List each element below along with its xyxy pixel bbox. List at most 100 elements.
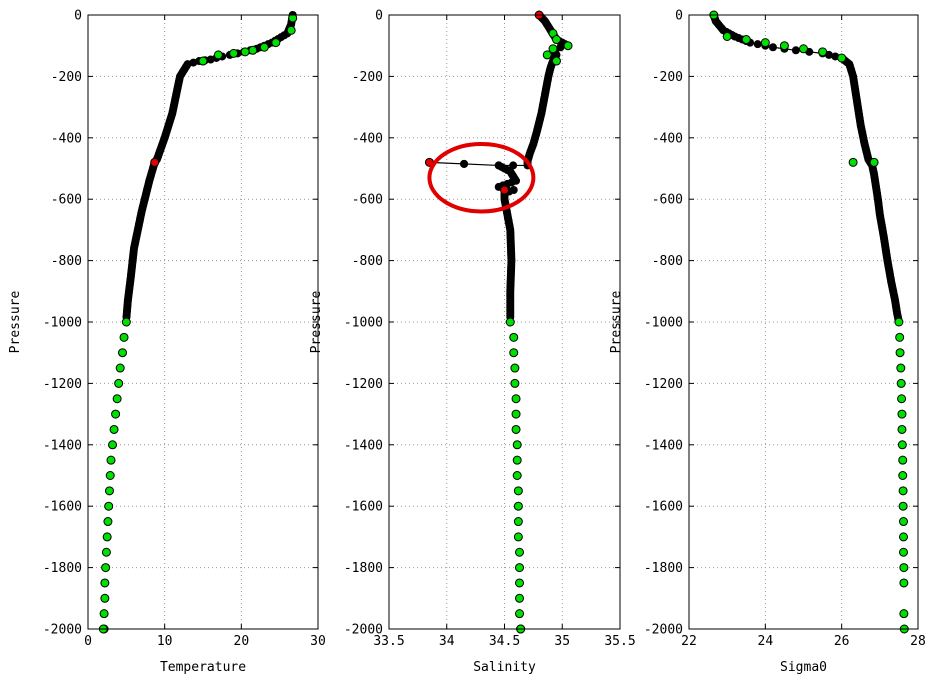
salinity-profile-point	[556, 43, 565, 52]
salinity-x-tick-label: 34.5	[489, 634, 520, 649]
sigma0-good-flag-point	[779, 41, 789, 51]
salinity-good-flag-point	[515, 547, 525, 557]
temperature-good-flag-point	[115, 363, 125, 373]
sigma0-good-flag-point	[869, 157, 879, 167]
temperature-good-flag-point	[286, 25, 296, 35]
sigma0-x-tick-label: 26	[834, 634, 850, 649]
temperature-good-flag-point	[101, 547, 111, 557]
sigma0-good-flag-point	[799, 44, 808, 54]
sigma0-y-axis-label: Pressure	[609, 291, 624, 354]
temperature-good-flag-point	[114, 378, 124, 388]
salinity-good-flag-point	[505, 317, 515, 327]
temperature-good-flag-point	[104, 501, 114, 511]
salinity-good-flag-point	[551, 56, 561, 66]
sigma0-good-flag-point	[898, 547, 908, 557]
temperature-y-tick-label: -1400	[43, 438, 82, 453]
sigma0-good-flag-point	[818, 47, 828, 57]
salinity-good-flag-point	[510, 363, 520, 373]
salinity-series	[424, 10, 573, 634]
salinity-profile-point	[509, 161, 518, 170]
salinity-y-tick-label: -800	[352, 254, 383, 269]
temperature-good-flag-point	[102, 532, 112, 542]
sigma0-good-flag-point	[897, 440, 907, 450]
salinity-good-flag-point	[509, 348, 519, 358]
temperature-good-flag-point	[248, 45, 258, 55]
salinity-panel: 33.5 34 34.5 35 35.5 0 -200 -400 -600 -800 -1000 -1…	[309, 9, 636, 676]
temperature-ticks: 0 10 20 30 0 -200 -400 -600 -800 -1000 -1200 -1400 -…	[43, 9, 326, 650]
sigma0-y-tick-label: -400	[652, 131, 683, 146]
salinity-good-flag-point	[563, 41, 573, 51]
sigma0-good-flag-point	[895, 332, 905, 342]
sigma0-good-flag-point	[896, 378, 906, 388]
sigma0-y-tick-label: 0	[675, 9, 683, 24]
temperature-y-tick-label: 0	[74, 9, 82, 24]
temperature-x-axis-label: Temperature	[160, 660, 246, 675]
sigma0-ticks: 22 24 26 28 0 -200 -400 -600 -800 -1000 -1200 -1400…	[644, 9, 926, 650]
temperature-good-flag-point	[288, 13, 298, 23]
sigma0-good-flag-point	[848, 157, 858, 167]
temperature-y-tick-label: -200	[51, 70, 82, 85]
salinity-good-flag-point	[542, 50, 552, 60]
salinity-good-flag-point	[509, 332, 519, 342]
salinity-good-flag-point	[548, 44, 558, 54]
salinity-good-flag-point	[515, 593, 525, 603]
salinity-good-flag-point	[512, 440, 522, 450]
salinity-good-flag-point	[515, 578, 525, 588]
temperature-y-tick-label: -800	[51, 254, 82, 269]
salinity-anomaly-highlight-ellipse	[427, 141, 536, 214]
sigma0-y-tick-label: -1800	[644, 561, 683, 576]
sigma0-y-tick-label: -1000	[644, 316, 683, 331]
salinity-good-flag-point	[515, 609, 525, 619]
sigma0-good-flag-point	[898, 501, 908, 511]
salinity-good-flag-point	[511, 409, 521, 419]
temperature-y-tick-label: -2000	[43, 623, 82, 638]
sigma0-y-tick-label: -800	[652, 254, 683, 269]
salinity-good-flag-point	[551, 35, 561, 45]
sigma0-good-flag-point	[760, 38, 770, 48]
temperature-y-tick-label: -1200	[43, 377, 82, 392]
salinity-good-flag-point	[513, 517, 523, 527]
salinity-good-flag-point	[513, 501, 523, 511]
temperature-panel: 0 10 20 30 0 -200 -400 -600 -800 -1000 -1200 -1400 -…	[8, 9, 326, 676]
temperature-y-tick-label: -1000	[43, 316, 82, 331]
temperature-series	[98, 11, 298, 634]
temperature-good-flag-point	[99, 609, 109, 619]
salinity-ticks: 33.5 34 34.5 35 35.5 0 -200 -400 -600 -800 -1000 -1…	[344, 9, 636, 650]
salinity-y-axis-label: Pressure	[309, 291, 324, 354]
temperature-good-flag-point	[121, 317, 131, 327]
temperature-good-flag-point	[213, 50, 223, 60]
sigma0-panel: 22 24 26 28 0 -200 -400 -600 -800 -1000 -1200 -1400…	[609, 9, 926, 676]
sigma0-y-tick-label: -1400	[644, 438, 683, 453]
temperature-y-tick-label: -600	[51, 193, 82, 208]
sigma0-good-flag-point	[898, 471, 908, 480]
salinity-y-tick-label: -1600	[344, 500, 383, 515]
sigma0-y-tick-label: -1600	[644, 500, 683, 515]
salinity-x-tick-label: 34	[439, 634, 455, 649]
sigma0-profile-point	[753, 40, 762, 49]
sigma0-profile-point	[768, 43, 777, 52]
salinity-x-tick-label: 35	[554, 634, 570, 649]
sigma0-good-flag-point	[741, 35, 751, 45]
temperature-x-tick-label: 0	[84, 634, 92, 649]
temperature-good-flag-point	[104, 486, 114, 496]
sigma0-series	[709, 10, 909, 634]
sigma0-good-flag-point	[896, 363, 906, 373]
salinity-y-tick-label: -200	[352, 70, 383, 85]
salinity-x-tick-label: 33.5	[373, 634, 404, 649]
salinity-bad-flag-point	[500, 185, 509, 195]
temperature-y-tick-label: -1800	[43, 561, 82, 576]
temperature-x-tick-label: 20	[234, 634, 250, 649]
temperature-good-flag-point	[240, 47, 250, 57]
sigma0-profile-point	[791, 46, 800, 55]
sigma0-good-flag-point	[898, 455, 908, 465]
temperature-good-flag-point	[112, 394, 122, 404]
temperature-good-flag-point	[111, 409, 121, 419]
salinity-grid	[389, 15, 620, 629]
sigma0-good-flag-point	[837, 53, 847, 63]
temperature-y-axis-label: Pressure	[8, 291, 23, 354]
sigma0-y-tick-label: -1200	[644, 377, 683, 392]
temperature-good-flag-point	[100, 593, 110, 603]
sigma0-x-tick-label: 28	[910, 634, 926, 649]
